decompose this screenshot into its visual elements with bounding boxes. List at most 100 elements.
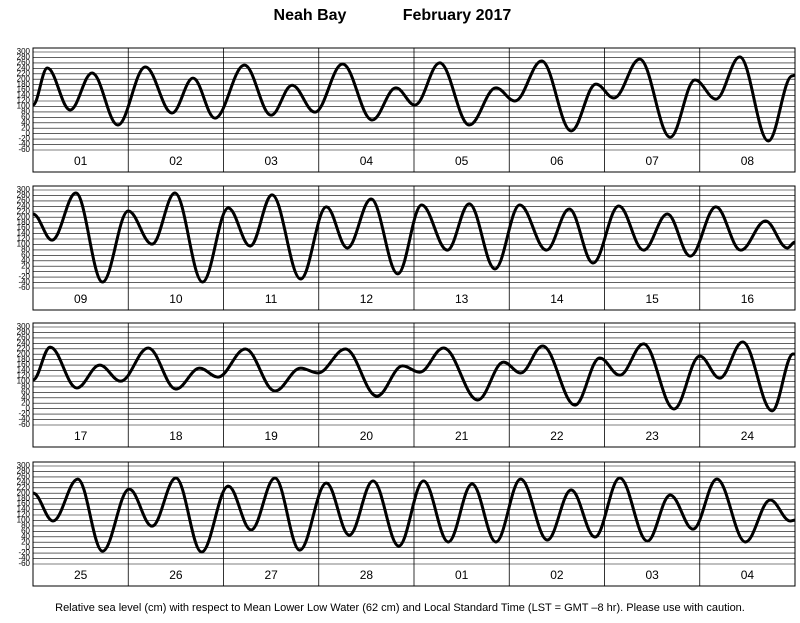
day-label: 11 — [265, 292, 278, 306]
y-tick-label: -40 — [18, 415, 30, 424]
y-tick-label: 140 — [17, 229, 31, 238]
y-tick-label: 220 — [17, 344, 31, 353]
y-tick-label: 100 — [17, 102, 31, 111]
y-tick-label: 60 — [21, 250, 30, 259]
y-tick-label: 120 — [17, 234, 31, 243]
day-label: 17 — [74, 429, 88, 443]
y-tick-label: 0 — [26, 129, 31, 138]
day-label: 08 — [741, 154, 755, 168]
y-tick-label: 200 — [17, 488, 31, 497]
day-label: 21 — [455, 429, 469, 443]
y-tick-label: 0 — [26, 543, 31, 552]
y-tick-label: 200 — [17, 349, 31, 358]
y-tick-label: 100 — [17, 516, 31, 525]
day-label: 26 — [169, 568, 183, 582]
y-tick-label: 180 — [17, 80, 31, 89]
y-tick-label: -20 — [18, 548, 30, 557]
y-tick-label: -60 — [18, 145, 30, 154]
y-tick-label: 180 — [17, 218, 31, 227]
day-label: 19 — [264, 429, 278, 443]
y-tick-label: 200 — [17, 74, 31, 83]
y-tick-label: 20 — [21, 123, 30, 132]
day-label: 18 — [169, 429, 183, 443]
day-label: 24 — [741, 429, 755, 443]
y-tick-label: -20 — [18, 272, 30, 281]
y-tick-label: 160 — [17, 223, 31, 232]
y-tick-label: 40 — [21, 393, 30, 402]
day-label: 03 — [264, 154, 278, 168]
y-tick-label: 40 — [21, 256, 30, 265]
chart-title: Neah Bay — [274, 7, 347, 24]
y-tick-label: 240 — [17, 201, 31, 210]
y-tick-label: 180 — [17, 494, 31, 503]
y-tick-label: 120 — [17, 510, 31, 519]
y-tick-label: 240 — [17, 63, 31, 72]
y-tick-label: 60 — [21, 526, 30, 535]
y-tick-label: 0 — [26, 404, 31, 413]
day-label: 16 — [741, 292, 755, 306]
day-label: 15 — [645, 292, 659, 306]
chart-subtitle: February 2017 — [403, 7, 512, 24]
y-tick-label: 220 — [17, 69, 31, 78]
y-tick-label: 0 — [26, 267, 31, 276]
day-label: 02 — [169, 154, 183, 168]
day-label: 02 — [550, 568, 564, 582]
y-tick-label: 300 — [17, 461, 31, 470]
y-tick-label: 240 — [17, 477, 31, 486]
y-tick-label: 240 — [17, 338, 31, 347]
y-tick-label: 160 — [17, 499, 31, 508]
day-label: 10 — [169, 292, 183, 306]
day-label: 07 — [645, 154, 659, 168]
y-tick-label: 260 — [17, 58, 31, 67]
y-tick-label: -60 — [18, 283, 30, 292]
y-tick-label: 160 — [17, 85, 31, 94]
y-tick-label: -40 — [18, 554, 30, 563]
y-tick-label: 140 — [17, 505, 31, 514]
day-label: 09 — [74, 292, 88, 306]
y-tick-label: 60 — [21, 387, 30, 396]
day-label: 01 — [455, 568, 469, 582]
footnote: Relative sea level (cm) with respect to … — [55, 602, 745, 614]
y-tick-label: 300 — [17, 47, 31, 56]
tide-curve — [31, 55, 796, 143]
y-tick-label: 280 — [17, 191, 31, 200]
day-label: 23 — [645, 429, 659, 443]
y-tick-label: 80 — [21, 382, 30, 391]
y-tick-label: 120 — [17, 96, 31, 105]
y-tick-label: 80 — [21, 521, 30, 530]
tide-curve — [32, 476, 796, 554]
y-tick-label: 200 — [17, 212, 31, 221]
day-label: 04 — [360, 154, 374, 168]
day-label: 12 — [360, 292, 374, 306]
y-tick-label: 280 — [17, 467, 31, 476]
y-tick-label: 40 — [21, 118, 30, 127]
y-tick-label: 80 — [21, 245, 30, 254]
day-label: 13 — [455, 292, 469, 306]
y-tick-label: 20 — [21, 261, 30, 270]
y-tick-label: 80 — [21, 107, 30, 116]
y-tick-label: 300 — [17, 322, 31, 331]
day-label: 04 — [741, 568, 755, 582]
y-tick-label: 20 — [21, 398, 30, 407]
y-tick-label: 100 — [17, 240, 31, 249]
day-label: 14 — [550, 292, 564, 306]
y-tick-label: 260 — [17, 196, 31, 205]
day-label: 20 — [360, 429, 374, 443]
day-label: 22 — [550, 429, 564, 443]
y-tick-label: 40 — [21, 532, 30, 541]
y-tick-label: 160 — [17, 360, 31, 369]
tide-curve — [32, 191, 796, 284]
y-tick-label: 280 — [17, 328, 31, 337]
tide-curve — [32, 340, 796, 413]
y-tick-label: 100 — [17, 377, 31, 386]
day-label: 05 — [455, 154, 469, 168]
y-tick-label: 140 — [17, 91, 31, 100]
day-label: 03 — [645, 568, 659, 582]
y-tick-label: -40 — [18, 278, 30, 287]
day-label: 01 — [74, 154, 88, 168]
y-tick-label: 120 — [17, 371, 31, 380]
day-label: 06 — [550, 154, 564, 168]
day-label: 28 — [360, 568, 374, 582]
y-tick-label: 60 — [21, 112, 30, 121]
